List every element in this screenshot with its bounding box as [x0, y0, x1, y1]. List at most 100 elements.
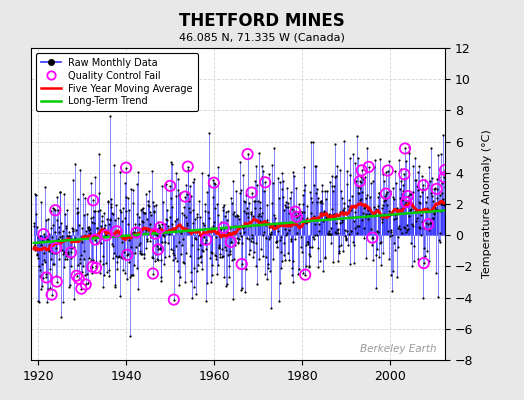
- Point: [287, 238, 296, 244]
- Point: [242, 266, 250, 273]
- Point: [427, 220, 435, 226]
- Point: [205, 130, 213, 136]
- Point: [377, 262, 385, 268]
- Point: [331, 174, 339, 180]
- Point: [398, 196, 407, 203]
- Point: [425, 178, 434, 184]
- Point: [245, 236, 253, 242]
- Point: [178, 242, 186, 248]
- Point: [171, 170, 180, 176]
- Point: [72, 227, 80, 233]
- Point: [203, 280, 211, 286]
- Point: [112, 202, 121, 208]
- Point: [124, 220, 133, 227]
- Point: [417, 212, 425, 218]
- Point: [63, 256, 72, 262]
- Point: [36, 267, 45, 273]
- Point: [296, 208, 304, 214]
- Point: [366, 226, 375, 232]
- Point: [214, 244, 223, 250]
- Point: [368, 234, 377, 241]
- Point: [308, 234, 316, 240]
- Point: [187, 278, 195, 284]
- Point: [75, 260, 84, 266]
- Point: [235, 216, 243, 222]
- Point: [67, 263, 75, 269]
- Point: [187, 193, 195, 199]
- Point: [430, 186, 439, 192]
- Point: [39, 231, 48, 237]
- Point: [440, 174, 449, 180]
- Point: [301, 182, 309, 188]
- Point: [219, 253, 227, 260]
- Point: [195, 254, 204, 261]
- Point: [86, 256, 95, 263]
- Point: [370, 164, 378, 170]
- Point: [411, 154, 420, 161]
- Point: [174, 187, 182, 193]
- Point: [320, 210, 328, 216]
- Point: [206, 225, 215, 231]
- Point: [295, 200, 303, 207]
- Point: [377, 239, 385, 245]
- Point: [82, 234, 90, 241]
- Point: [335, 243, 344, 249]
- Point: [142, 191, 150, 198]
- Point: [361, 204, 369, 210]
- Point: [37, 198, 45, 205]
- Point: [333, 163, 341, 169]
- Point: [267, 231, 275, 238]
- Point: [284, 204, 292, 210]
- Point: [45, 241, 53, 248]
- Point: [106, 216, 114, 222]
- Point: [237, 232, 245, 239]
- Point: [223, 229, 231, 235]
- Point: [54, 207, 62, 213]
- Point: [125, 207, 133, 214]
- Point: [319, 209, 328, 215]
- Point: [132, 229, 140, 236]
- Point: [44, 216, 52, 222]
- Point: [115, 253, 123, 259]
- Point: [259, 253, 268, 260]
- Point: [47, 225, 56, 231]
- Point: [237, 287, 246, 294]
- Point: [216, 219, 225, 226]
- Point: [188, 294, 196, 301]
- Point: [132, 244, 140, 250]
- Point: [205, 225, 214, 232]
- Point: [199, 247, 208, 254]
- Point: [436, 151, 445, 157]
- Point: [428, 193, 436, 200]
- Point: [255, 150, 263, 156]
- Point: [307, 210, 315, 216]
- Point: [172, 193, 180, 200]
- Point: [63, 249, 72, 256]
- Point: [326, 224, 335, 231]
- Point: [299, 201, 308, 208]
- Point: [389, 185, 398, 192]
- Point: [387, 271, 396, 278]
- Point: [47, 208, 55, 214]
- Point: [155, 225, 163, 232]
- Point: [242, 209, 250, 216]
- Point: [347, 228, 355, 234]
- Point: [414, 162, 423, 169]
- Point: [405, 150, 413, 156]
- Point: [406, 206, 414, 212]
- Point: [313, 195, 322, 201]
- Point: [427, 145, 435, 152]
- Point: [409, 222, 417, 229]
- Point: [122, 164, 130, 171]
- Point: [88, 218, 96, 225]
- Point: [297, 244, 305, 251]
- Point: [233, 235, 242, 242]
- Point: [268, 162, 276, 168]
- Point: [60, 191, 68, 197]
- Point: [263, 276, 271, 282]
- Point: [400, 224, 408, 230]
- Point: [424, 221, 432, 228]
- Point: [160, 233, 169, 240]
- Point: [241, 222, 249, 229]
- Point: [208, 262, 216, 268]
